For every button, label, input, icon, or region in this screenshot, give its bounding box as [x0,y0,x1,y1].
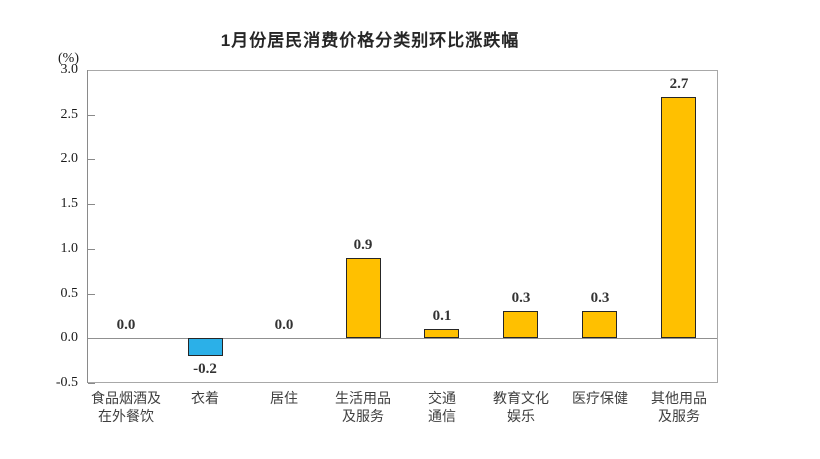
category-label-line: 交通 [428,392,456,407]
bar [188,338,223,356]
category-label: 医疗保健 [554,391,646,409]
y-tick-label: 0.5 [60,285,79,301]
category-label-line: 及服务 [342,410,384,425]
y-tick-label: 2.5 [60,106,79,122]
category-label-line: 衣着 [191,392,219,407]
y-tick-mark [88,248,95,250]
category-label-line: 其他用品 [651,392,707,407]
plot-area [87,70,718,383]
category-label: 衣着 [159,391,251,409]
category-label-line: 通信 [428,410,456,425]
category-label-line: 食品烟酒及 [91,392,161,407]
category-label: 交通 通信 [396,391,488,427]
y-tick-label: 3.0 [60,62,79,77]
bar [424,329,459,338]
y-axis-unit-label: (%) [58,51,79,66]
y-tick-mark [88,159,95,161]
category-label: 食品烟酒及 在外餐饮 [80,391,172,427]
bar-value-label: -0.2 [193,361,217,377]
bar [582,311,617,338]
bar-value-label: 0.0 [116,317,136,333]
y-tick-label: 1.5 [60,196,79,212]
category-label: 教育文化 娱乐 [475,391,567,427]
chart-title: 1月份居民消费价格分类别环比涨跌幅 [220,31,520,50]
bar-value-label: 0.3 [590,290,610,306]
y-tick-mark [88,383,95,384]
category-label: 居住 [238,391,330,409]
y-tick-mark [88,204,95,206]
category-label-line: 及服务 [658,410,700,425]
y-tick-mark [88,114,95,116]
category-label-line: 生活用品 [335,392,391,407]
category-label-line: 教育文化 [493,392,549,407]
y-tick-mark [88,293,95,295]
bar [661,97,696,338]
category-label: 生活用品 及服务 [317,391,409,427]
bar-value-label: 0.0 [274,317,294,333]
y-tick-label: 0.0 [60,330,79,346]
category-label-line: 居住 [270,392,298,407]
y-axis-line [87,70,88,383]
zero-baseline [88,338,717,339]
y-tick-label: -0.5 [55,375,78,390]
y-tick-label: 1.0 [60,240,79,256]
category-label: 其他用品 及服务 [633,391,725,427]
bar-value-label: 0.1 [432,308,452,324]
category-label-line: 娱乐 [507,410,535,425]
bar [503,311,538,338]
bar-value-label: 0.9 [353,237,373,253]
category-label-line: 医疗保健 [572,392,628,407]
bar-value-label: 2.7 [669,76,689,92]
y-tick-label: 2.0 [60,151,79,167]
category-label-line: 在外餐饮 [98,410,154,425]
bar [346,258,381,338]
bar-value-label: 0.3 [511,290,531,306]
